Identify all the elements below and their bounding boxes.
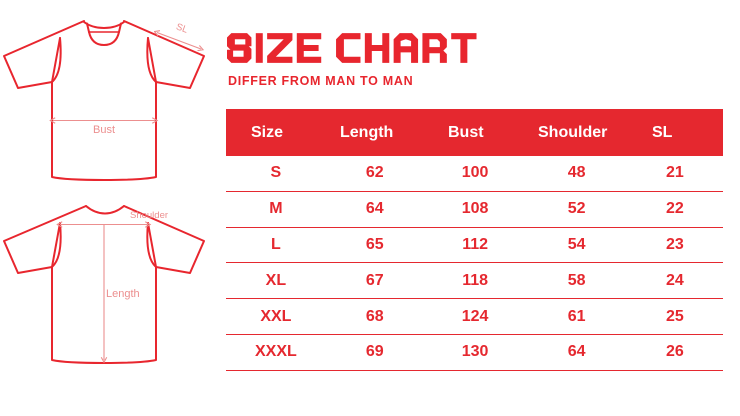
svg-text:Length: Length <box>106 288 140 300</box>
svg-text:Shoulder: Shoulder <box>130 210 168 221</box>
svg-text:Bust: Bust <box>93 124 115 136</box>
svg-text:SL: SL <box>175 21 190 35</box>
